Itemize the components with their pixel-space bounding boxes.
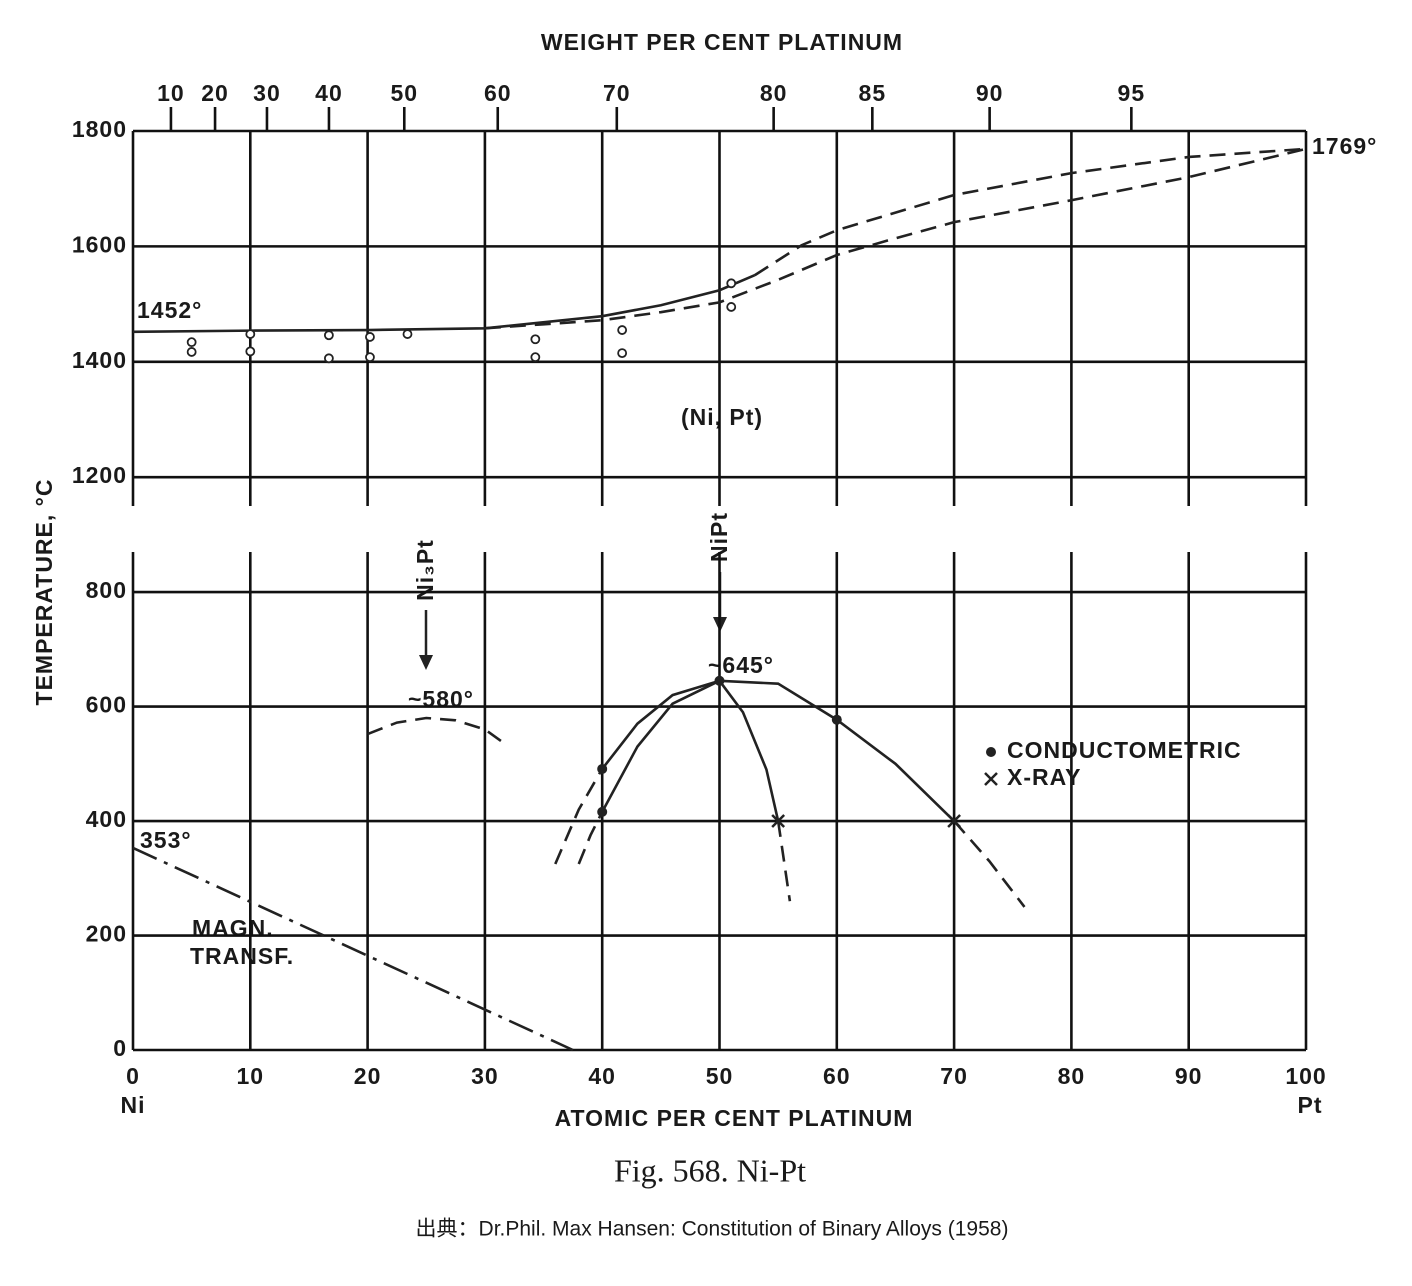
x-tick-label: 80 [1058,1063,1086,1089]
y-tick-label: 0 [113,1035,127,1061]
x-tick-label: 20 [354,1063,382,1089]
x2-tick-label: 80 [760,80,788,106]
x-tick-label: 90 [1175,1063,1203,1089]
y-tick-label: 1400 [72,347,127,373]
phase-boundary [601,679,780,822]
x-tick-label: 0 [126,1063,140,1089]
phase-boundary [577,811,604,865]
legend-label: CONDUCTOMETRIC [1007,737,1242,763]
x2-tick-label: 90 [976,80,1004,106]
data-point [617,325,628,335]
y-tick-label: 1600 [72,231,127,257]
x-tick-label: 30 [471,1063,499,1089]
x2-tick-label: 30 [253,80,281,106]
annotation: MAGN. [192,915,274,941]
data-point [365,352,375,363]
arrowhead [419,655,433,670]
data-point [245,346,256,357]
data-point [597,806,608,817]
x-tick-label: 60 [823,1063,851,1089]
y-axis-label: TEMPERATURE, °C [31,479,57,706]
phase-boundary [554,768,604,865]
annotation: Ni₃Pt [412,539,438,601]
x-tick-label: 50 [706,1063,734,1089]
data-point [186,347,197,357]
annotation: 1769° [1312,133,1377,159]
y-tick-label: 200 [86,921,127,947]
phase-boundary [776,820,792,902]
x2-tick-label: 95 [1118,80,1146,106]
x-tick-label: 40 [588,1063,616,1089]
data-point [530,352,541,363]
x2-tick-label: 85 [859,80,887,106]
y-tick-label: 1200 [72,462,127,488]
phase-boundary [953,820,1026,908]
data-point [245,329,256,339]
data-point [402,329,413,339]
x-end-label: Ni [121,1092,146,1118]
x-tick-label: 100 [1285,1063,1326,1089]
data-point [186,337,197,348]
source-note: 出典：Dr.Phil. Max Hansen: Constitution of … [416,1218,1009,1241]
data-point [617,348,628,359]
data-point [726,302,737,312]
legend-marker [984,772,998,786]
data-point [947,814,961,828]
x-tick-label: 70 [940,1063,968,1089]
legend-label: X-RAY [1007,764,1081,790]
phase-boundary [601,679,956,822]
annotation: 1452° [137,297,202,323]
y-tick-label: 800 [86,577,127,603]
data-point [597,763,608,774]
legend-marker [986,747,996,757]
data-point [530,334,541,345]
x-axis-label: ATOMIC PER CENT PLATINUM [555,1105,914,1131]
y-tick-label: 1800 [72,116,127,142]
data-point [831,714,842,725]
x2-tick-label: 70 [603,80,631,106]
data-point [365,332,375,342]
x2-tick-label: 60 [484,80,512,106]
phase-boundary [753,147,1307,277]
data-point [771,814,786,828]
y-tick-label: 400 [86,806,127,832]
phase-boundary [132,846,574,1052]
annotation: 353° [140,827,192,853]
x-end-label: Pt [1298,1092,1323,1118]
phase-boundary [367,716,504,744]
annotation: TRANSF. [190,943,294,969]
figure-caption: Fig. 568. Ni-Pt [614,1152,806,1188]
x-tick-label: 10 [237,1063,265,1089]
data-point [714,675,725,686]
annotation: ~645° [708,652,774,678]
x2-axis-label: WEIGHT PER CENT PLATINUM [541,29,903,55]
data-point [726,278,737,289]
data-point [323,353,334,364]
y-tick-label: 600 [86,692,127,718]
x2-tick-label: 40 [315,80,343,106]
phase-boundary [132,274,756,334]
annotation: (Ni, Pt) [681,404,763,430]
x2-tick-label: 50 [390,80,418,106]
x2-tick-label: 10 [157,80,185,106]
annotation: ~580° [408,686,474,712]
data-point [323,330,334,341]
x2-tick-label: 20 [201,80,229,106]
phase-boundary [484,147,1307,330]
